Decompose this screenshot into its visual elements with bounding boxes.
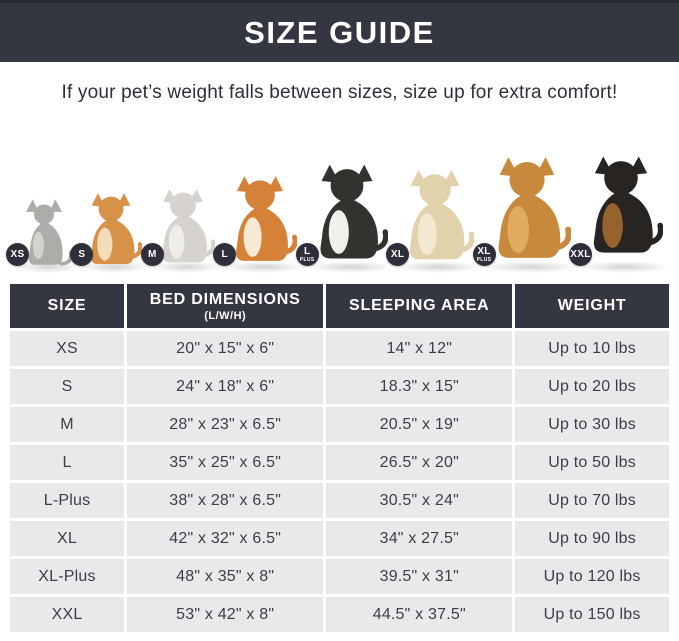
size-badge-xxl: XXL bbox=[568, 243, 592, 266]
cell-size: L bbox=[10, 445, 124, 480]
cell-size: XL bbox=[10, 521, 124, 556]
size-badge-label: XL bbox=[477, 245, 491, 257]
size-badge-label: XS bbox=[10, 248, 25, 260]
dog-illustration bbox=[320, 164, 388, 259]
cell-size: XS bbox=[10, 331, 124, 366]
cell-weight: Up to 30 lbs bbox=[515, 407, 669, 442]
cell-sleeping-area: 26.5" x 20" bbox=[326, 445, 513, 480]
animals-row: XS S bbox=[0, 126, 679, 273]
dog-illustration bbox=[91, 193, 143, 265]
header-banner: SIZE GUIDE bbox=[0, 0, 679, 62]
animal-s-pomeranian: S bbox=[70, 190, 151, 273]
dog-illustration bbox=[236, 176, 298, 261]
column-header-sub: (L/W/H) bbox=[204, 309, 247, 322]
dog-illustration bbox=[593, 156, 663, 253]
dog-illustration bbox=[409, 169, 475, 260]
cell-bed-dimensions: 42" x 32" x 6.5" bbox=[127, 521, 324, 556]
animal-xl-plus-golden-retriever: XL PLUS bbox=[472, 148, 579, 273]
subtitle-text: If your pet’s weight falls between sizes… bbox=[61, 82, 618, 103]
cell-sleeping-area: 30.5" x 24" bbox=[326, 483, 513, 518]
cell-sleeping-area: 44.5" x 37.5" bbox=[326, 597, 513, 632]
column-header-weight: WEIGHT bbox=[515, 284, 669, 328]
cell-bed-dimensions: 35" x 25" x 6.5" bbox=[127, 445, 324, 480]
size-badge-xs: XS bbox=[6, 243, 29, 266]
size-badge-label: L bbox=[221, 248, 228, 260]
size-badge-sub-label: PLUS bbox=[476, 256, 492, 263]
cell-weight: Up to 10 lbs bbox=[515, 331, 669, 366]
size-badge-l: L bbox=[213, 243, 237, 266]
cell-size: XL-Plus bbox=[10, 559, 124, 594]
size-badge-label: M bbox=[148, 248, 157, 260]
size-badge-sub-label: PLUS bbox=[299, 256, 315, 263]
animal-xl-labrador: XL bbox=[386, 162, 483, 273]
animal-l-plus-border-collie: L PLUS bbox=[295, 156, 396, 273]
cell-sleeping-area: 39.5" x 31" bbox=[326, 559, 513, 594]
dog-illustration bbox=[498, 157, 571, 258]
cell-size: M bbox=[10, 407, 124, 442]
animal-m-french-bulldog: M bbox=[140, 184, 223, 273]
dog-illustration bbox=[162, 189, 215, 263]
animal-l-shiba-inu: L bbox=[213, 170, 306, 273]
cell-size: L-Plus bbox=[10, 483, 124, 518]
animal-xs-cat: XS bbox=[6, 198, 80, 273]
size-table: SIZE BED DIMENSIONS (L/W/H) SLEEPING ARE… bbox=[10, 284, 669, 632]
size-badge-s: S bbox=[70, 243, 94, 266]
size-badge-label: L bbox=[303, 245, 311, 257]
column-header-label: SIZE bbox=[47, 297, 87, 314]
cell-weight: Up to 70 lbs bbox=[515, 483, 669, 518]
cell-weight: Up to 50 lbs bbox=[515, 445, 669, 480]
cell-sleeping-area: 20.5" x 19" bbox=[326, 407, 513, 442]
cell-weight: Up to 120 lbs bbox=[515, 559, 669, 594]
cell-bed-dimensions: 48" x 35" x 8" bbox=[127, 559, 324, 594]
cell-sleeping-area: 18.3" x 15" bbox=[326, 369, 513, 404]
size-badge-xl: XL bbox=[386, 243, 410, 266]
cell-weight: Up to 90 lbs bbox=[515, 521, 669, 556]
column-header-label: BED DIMENSIONS bbox=[149, 290, 301, 308]
size-badge-label: XXL bbox=[570, 248, 591, 260]
cat-illustration bbox=[25, 199, 72, 266]
size-badge-label: XL bbox=[390, 248, 405, 260]
size-badge-l-plus: L PLUS bbox=[295, 243, 319, 266]
column-header-label: WEIGHT bbox=[557, 297, 627, 314]
cell-sleeping-area: 14" x 12" bbox=[326, 331, 513, 366]
cell-size: XXL bbox=[10, 597, 124, 632]
column-header-bed-dimensions: BED DIMENSIONS (L/W/H) bbox=[127, 284, 324, 328]
column-header-label: SLEEPING AREA bbox=[349, 297, 490, 314]
cell-sleeping-area: 34" x 27.5" bbox=[326, 521, 513, 556]
cell-bed-dimensions: 24" x 18" x 6" bbox=[127, 369, 324, 404]
cell-bed-dimensions: 53" x 42" x 8" bbox=[127, 597, 324, 632]
cell-bed-dimensions: 20" x 15" x 6" bbox=[127, 331, 324, 366]
size-badge-label: S bbox=[78, 248, 86, 260]
column-header-sleeping-area: SLEEPING AREA bbox=[326, 284, 513, 328]
animal-xxl-doberman: XXL bbox=[568, 142, 671, 273]
size-badge-xl-plus: XL PLUS bbox=[472, 243, 496, 266]
cell-weight: Up to 20 lbs bbox=[515, 369, 669, 404]
cell-bed-dimensions: 38" x 28" x 6.5" bbox=[127, 483, 324, 518]
page-title: SIZE GUIDE bbox=[244, 14, 435, 50]
cell-size: S bbox=[10, 369, 124, 404]
column-header-size: SIZE bbox=[10, 284, 124, 328]
cell-weight: Up to 150 lbs bbox=[515, 597, 669, 632]
size-badge-m: M bbox=[140, 243, 164, 266]
cell-bed-dimensions: 28" x 23" x 6.5" bbox=[127, 407, 324, 442]
